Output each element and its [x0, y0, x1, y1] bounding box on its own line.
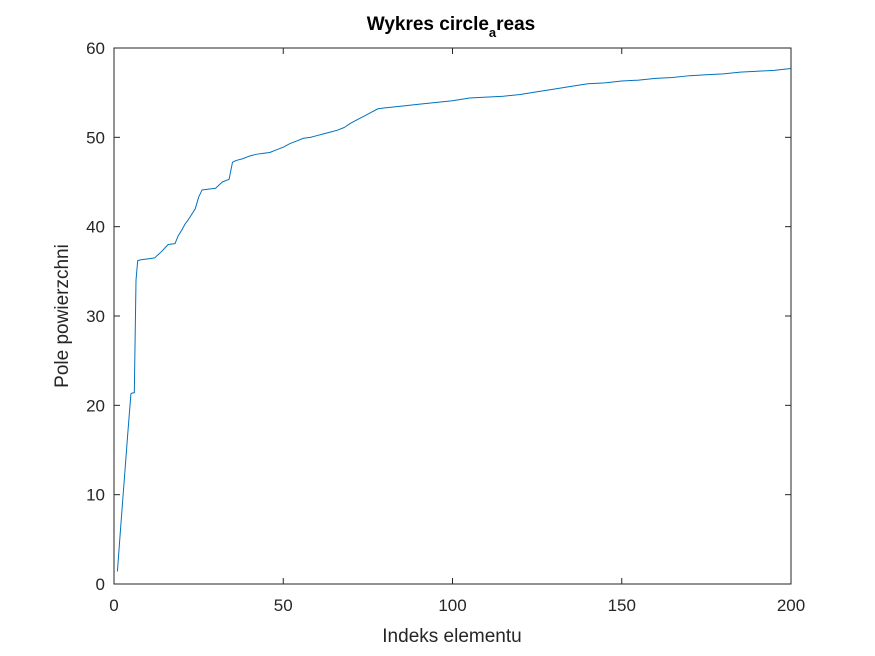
axes-box	[113, 47, 792, 585]
y-tick-label: 30	[86, 307, 105, 326]
chart-title: Wykres circleareas	[367, 14, 536, 40]
x-tick-label: 150	[608, 596, 636, 615]
x-tick-label: 200	[777, 596, 805, 615]
y-axis-label: Pole powierzchni	[52, 244, 73, 388]
x-tick-label: 100	[438, 596, 466, 615]
title-rest: reas	[496, 14, 535, 35]
series-layer	[116, 68, 792, 572]
y-tick-label: 10	[86, 486, 105, 505]
y-tick-label: 0	[96, 575, 105, 594]
series-line	[116, 68, 792, 572]
svg-text:Wykres circleareas: Wykres circleareas	[367, 14, 536, 40]
y-tick-label: 40	[86, 218, 105, 237]
x-tick-label: 50	[274, 596, 293, 615]
x-tick-label: 0	[109, 596, 118, 615]
y-tick-label: 60	[86, 39, 105, 58]
x-axis-label: Indeks elementu	[382, 626, 521, 647]
tick-labels: 0 50 100 150 200 0 10 20 30 40 50 60	[86, 39, 805, 615]
y-tick-label: 20	[86, 396, 105, 415]
title-main: Wykres circle	[367, 14, 489, 35]
y-tick-label: 50	[86, 128, 105, 147]
title-subscript: a	[489, 25, 497, 40]
